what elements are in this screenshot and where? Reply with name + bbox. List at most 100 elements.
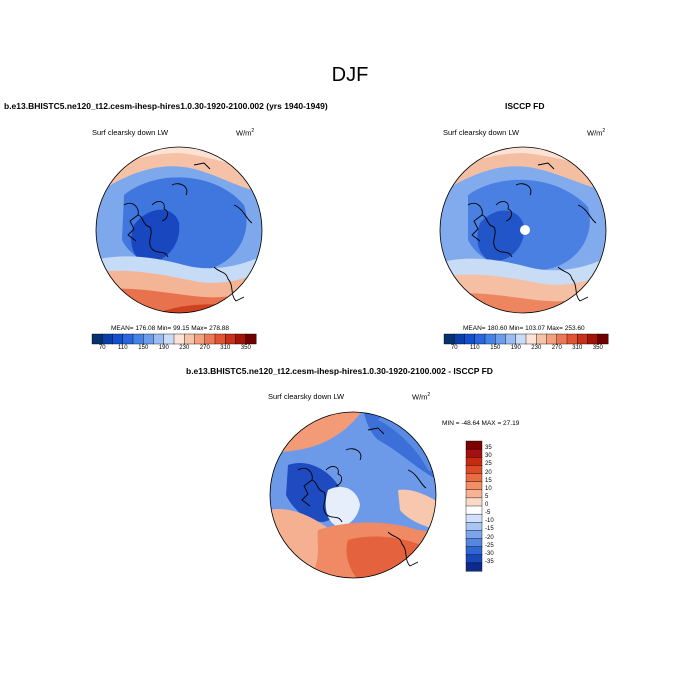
right-colorbar-tick-label: 190 (510, 345, 521, 351)
diff-colorbar-tick-label: -30 (485, 550, 494, 557)
diff-colorbar-tick-label: 30 (485, 453, 492, 460)
diff-colorbar-swatch (465, 448, 483, 458)
diff-stats: MIN = -48.64 MAX = 27.19 (442, 420, 520, 427)
diff-colorbar-swatch (465, 530, 483, 540)
diff-colorbar-swatch (465, 546, 483, 556)
diff-colorbar-swatch (465, 554, 483, 564)
right-colorbar-tick-label: 70 (450, 345, 458, 351)
diff-colorbar-tick-label: 15 (485, 477, 492, 484)
left-units-label: W/m2 (236, 128, 255, 138)
left-colorbar-tick-label: 150 (138, 345, 149, 351)
left-colorbar-swatch (225, 333, 237, 345)
diff-colorbar-swatch (465, 513, 483, 523)
right-colorbar-tick-label: 310 (572, 345, 583, 351)
diff-colorbar-swatch (465, 473, 483, 483)
diff-colorbar-swatch (465, 562, 483, 572)
left-colorbar-tick-label: 270 (199, 345, 210, 351)
left-colorbar-labels: 70 110 150 190 230 270 310 350 (92, 345, 256, 353)
left-colorbar-swatch (153, 333, 165, 345)
right-colorbar-swatch (515, 333, 527, 345)
diff-colorbar-tick-label: -35 (485, 558, 494, 565)
diff-colorbar-tick-label: -25 (485, 542, 494, 549)
diff-colorbar-swatch (465, 481, 483, 491)
right-variable-label: Surf clearsky down LW (443, 128, 520, 137)
left-colorbar-tick-label: 310 (220, 345, 231, 351)
right-colorbar-swatch (536, 333, 548, 345)
right-colorbar-tick-label: 270 (551, 345, 562, 351)
right-colorbar-swatch (566, 333, 578, 345)
diff-colorbar-swatch (465, 457, 483, 466)
diff-colorbar-tick-label: -5 (485, 510, 491, 517)
right-colorbar-swatch (474, 333, 486, 345)
left-colorbar-swatch (235, 333, 247, 345)
left-colorbar-swatch (102, 333, 114, 345)
season-title: DJF (331, 64, 369, 86)
right-colorbar-swatch (587, 333, 599, 345)
diff-colorbar-tick-label: 5 (485, 493, 489, 500)
left-colorbar-swatch (245, 333, 257, 345)
diff-colorbar-swatch (465, 538, 483, 548)
left-colorbar-swatch (204, 333, 216, 345)
diff-colorbar-swatch (465, 497, 483, 507)
left-colorbar-swatch (132, 333, 144, 345)
right-colorbar-swatch (484, 333, 496, 345)
left-colorbar-tick-label: 190 (158, 345, 169, 351)
left-colorbar-tick-label: 70 (98, 345, 106, 351)
diff-colorbar-tick-label: 0 (485, 502, 489, 508)
right-colorbar-swatch (464, 333, 476, 345)
left-colorbar-swatch (122, 333, 134, 345)
diff-colorbar-swatch (465, 440, 483, 450)
diff-colorbar (465, 440, 483, 572)
diff-colorbar-tick-label: -20 (485, 534, 494, 541)
right-polar-map (439, 146, 607, 314)
diff-polar-map (269, 411, 437, 579)
right-colorbar-tick-label: 350 (592, 345, 603, 351)
right-colorbar-swatch (546, 333, 558, 345)
right-colorbar-tick-label: 150 (490, 345, 501, 351)
left-colorbar-tick-label: 350 (240, 345, 251, 351)
left-colorbar-swatch (143, 333, 155, 345)
right-colorbar-swatch (556, 333, 568, 345)
right-colorbar-swatch (597, 333, 609, 345)
right-colorbar-labels: 70 110 150 190 230 270 310 350 (444, 345, 608, 353)
left-colorbar-swatch (214, 333, 226, 345)
right-units-label: W/m2 (587, 128, 606, 138)
left-polar-map (95, 146, 263, 314)
diff-units-label: W/m2 (412, 392, 431, 402)
diff-colorbar-swatch (465, 489, 483, 499)
right-colorbar-swatch (505, 333, 517, 345)
left-colorbar-tick-label: 230 (179, 345, 190, 351)
diff-variable-label: Surf clearsky down LW (268, 392, 345, 401)
left-stats: MEAN= 176.08 Min= 99.15 Max= 278.88 (111, 325, 229, 332)
left-colorbar-swatch (91, 333, 103, 345)
diff-colorbar-tick-label: -10 (485, 518, 494, 525)
diff-colorbar-swatch (465, 505, 483, 515)
left-variable-label: Surf clearsky down LW (92, 128, 169, 137)
left-colorbar (91, 333, 257, 345)
diff-colorbar-tick-label: -15 (485, 526, 494, 533)
diff-colorbar-swatch (465, 465, 483, 475)
left-colorbar-swatch (112, 333, 124, 345)
right-colorbar (443, 333, 609, 345)
right-colorbar-swatch (495, 333, 507, 345)
right-colorbar-swatch (525, 333, 537, 345)
left-colorbar-swatch (173, 333, 185, 345)
right-colorbar-swatch (454, 333, 466, 345)
left-colorbar-swatch (184, 333, 196, 345)
diff-colorbar-tick-label: 25 (485, 461, 492, 468)
diff-colorbar-tick-label: 10 (485, 485, 492, 492)
diff-colorbar-swatch (465, 522, 483, 531)
diff-panel-title: b.e13.BHISTC5.ne120_t12.cesm-ihesp-hires… (186, 366, 493, 376)
left-colorbar-swatch (194, 333, 206, 345)
left-colorbar-tick-label: 110 (118, 345, 128, 351)
diff-colorbar-tick-label: 35 (485, 445, 492, 452)
right-colorbar-swatch (443, 333, 455, 345)
diff-colorbar-tick-label: 20 (485, 469, 492, 476)
right-stats: MEAN= 180.60 Min= 103.07 Max= 253.60 (463, 325, 585, 332)
left-panel-title: b.e13.BHISTC5.ne120_t12.cesm-ihesp-hires… (4, 101, 328, 111)
diff-colorbar-labels: 35 30 25 20 15 10 5 0 -5 -10 -15 -20 -25 -30 -35 (485, 441, 515, 571)
right-colorbar-tick-label: 230 (531, 345, 542, 351)
right-colorbar-tick-label: 110 (470, 345, 480, 351)
right-colorbar-swatch (577, 333, 589, 345)
left-colorbar-swatch (163, 333, 175, 345)
